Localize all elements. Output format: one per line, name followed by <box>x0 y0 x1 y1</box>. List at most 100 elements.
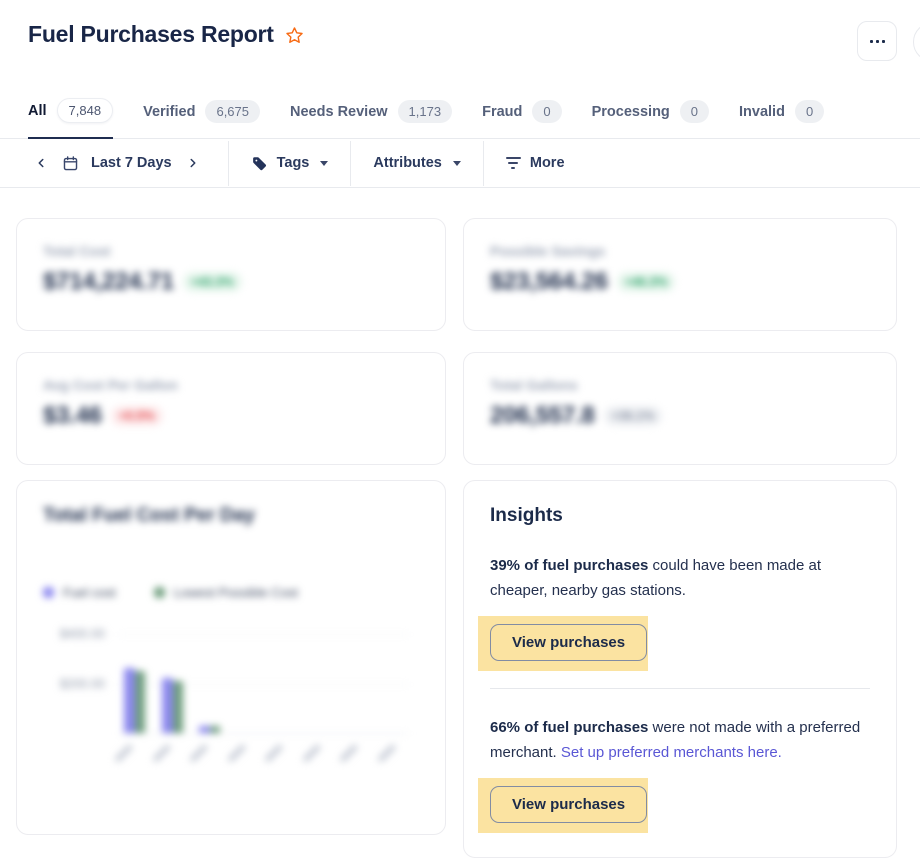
favorite-star-icon[interactable] <box>285 26 304 45</box>
tab-processing[interactable]: Processing 0 <box>591 98 710 139</box>
stat-label: Total Gallons <box>490 377 578 393</box>
stat-label: Avg Cost Per Gallon <box>43 377 178 393</box>
tab-label: All <box>28 102 47 119</box>
stat-label: Possible Savings <box>490 243 606 259</box>
tags-filter-label: Tags <box>276 155 310 171</box>
gridline <box>119 634 409 635</box>
y-axis-tick-label: $200.00 <box>59 677 105 691</box>
insight-text-cheaper-stations: 39% of fuel purchases could have been ma… <box>490 553 870 603</box>
tab-label: Needs Review <box>290 103 388 120</box>
stat-card-total-cost: Total Cost $714,224.71 +43.3% <box>16 218 446 331</box>
bar-group <box>161 678 183 733</box>
page-header: Fuel Purchases Report <box>0 0 920 61</box>
insight-lead: 66% of fuel purchases <box>490 719 649 736</box>
bottom-grid: Total Fuel Cost Per Day Fuel cost Lowest… <box>0 465 920 858</box>
insight-lead: 39% of fuel purchases <box>490 557 649 574</box>
bar-group <box>199 725 220 733</box>
chevron-down-icon <box>320 160 329 166</box>
date-next-button[interactable] <box>180 150 206 176</box>
x-axis-tick-label <box>376 743 397 764</box>
tab-count-badge: 0 <box>794 100 825 123</box>
attributes-filter-label: Attributes <box>373 155 442 171</box>
tab-count-badge: 6,675 <box>205 100 261 123</box>
stat-value: 206,557.8 <box>490 402 595 429</box>
chart-title: Total Fuel Cost Per Day <box>43 505 255 526</box>
tab-label: Verified <box>143 103 196 120</box>
insight-rest: were not made with a preferred merchant. <box>490 719 861 761</box>
tab-verified[interactable]: Verified 6,675 <box>143 98 261 139</box>
insights-title: Insights <box>490 505 563 526</box>
stat-trend-badge: +36.1% <box>603 406 663 426</box>
insights-card: Insights 39% of fuel purchases could hav… <box>463 480 897 858</box>
setup-preferred-merchants-link[interactable]: Set up preferred merchants here. <box>560 744 782 761</box>
x-axis-tick-label <box>338 743 359 764</box>
legend-dot-icon <box>153 587 165 598</box>
x-axis-tick-label <box>263 743 284 764</box>
gridline <box>119 684 409 685</box>
stat-trend-badge: +0.5% <box>110 406 163 426</box>
ellipsis-icon <box>869 39 873 43</box>
stat-value: $3.46 <box>43 402 102 429</box>
bar-lowest-possible-cost <box>210 726 220 733</box>
bar-lowest-possible-cost <box>172 680 183 733</box>
tab-count-badge: 7,848 <box>56 98 114 123</box>
divider <box>350 140 352 186</box>
x-axis-tick-label <box>113 743 134 764</box>
chart-plot: $400.00 $200.00 <box>60 627 409 764</box>
chart-legend: Fuel cost Lowest Possible Cost <box>43 585 419 600</box>
highlight-overlay: View purchases <box>478 778 648 833</box>
tab-invalid[interactable]: Invalid 0 <box>739 98 825 139</box>
y-axis-tick-label: $400.00 <box>59 627 105 641</box>
more-actions-button[interactable] <box>857 21 897 61</box>
divider <box>482 140 484 186</box>
stat-value: $23,564.26 <box>490 268 608 295</box>
more-filters-button[interactable]: More <box>505 155 565 171</box>
attributes-filter-dropdown[interactable]: Attributes <box>373 155 461 171</box>
stat-trend-badge: +43.3% <box>182 272 242 292</box>
x-axis-tick-label <box>226 743 247 764</box>
x-axis-baseline <box>119 733 409 734</box>
tab-count-badge: 0 <box>532 100 562 123</box>
tab-fraud[interactable]: Fraud 0 <box>482 98 562 139</box>
insight-text-preferred-merchant: 66% of fuel purchases were not made with… <box>490 715 870 765</box>
x-axis-tick-label <box>188 743 209 764</box>
fuel-cost-chart-card: Total Fuel Cost Per Day Fuel cost Lowest… <box>16 480 446 835</box>
date-prev-button[interactable] <box>28 150 54 176</box>
stat-trend-badge: +46.3% <box>616 272 676 292</box>
tab-label: Invalid <box>739 103 785 120</box>
legend-item-lowest-possible-cost: Lowest Possible Cost <box>153 585 299 600</box>
tab-all[interactable]: All 7,848 <box>28 98 114 139</box>
status-tabbar: All 7,848 Verified 6,675 Needs Review 1,… <box>0 98 920 139</box>
legend-label: Fuel cost <box>63 585 116 600</box>
tab-label: Processing <box>591 103 670 120</box>
highlight-overlay: View purchases <box>478 616 648 671</box>
x-axis-tick-label <box>301 743 322 764</box>
bar-fuel-cost <box>199 725 210 733</box>
view-purchases-button-2[interactable]: View purchases <box>490 786 648 823</box>
stat-value: $714,224.71 <box>43 268 174 295</box>
x-axis-tick-label <box>151 743 172 764</box>
stat-label: Total Cost <box>43 243 111 259</box>
legend-item-fuel-cost: Fuel cost <box>43 585 116 600</box>
tab-count-badge: 0 <box>679 100 710 123</box>
legend-label: Lowest Possible Cost <box>173 585 299 600</box>
bar-fuel-cost <box>124 668 135 733</box>
view-purchases-button-1[interactable]: View purchases <box>490 624 648 661</box>
tab-count-badge: 1,173 <box>397 100 453 123</box>
bar-fuel-cost <box>161 678 173 733</box>
filter-bar: Last 7 Days Tags Attributes More <box>0 139 920 188</box>
stat-card-avg-cost-per-gallon: Avg Cost Per Gallon $3.46 +0.5% <box>16 352 446 465</box>
divider <box>227 140 229 186</box>
date-range-selector[interactable]: Last 7 Days <box>91 155 172 171</box>
filter-funnel-icon <box>505 157 521 169</box>
tab-needs-review[interactable]: Needs Review 1,173 <box>290 98 453 139</box>
tags-filter-dropdown[interactable]: Tags <box>251 155 329 172</box>
insight-rest: could have been made at cheaper, nearby … <box>490 557 822 599</box>
tab-label: Fraud <box>482 103 523 120</box>
bar-lowest-possible-cost <box>135 670 145 733</box>
more-filters-label: More <box>529 155 565 171</box>
stat-card-possible-savings: Possible Savings $23,564.26 +46.3% <box>463 218 897 331</box>
stats-grid: Total Cost $714,224.71 +43.3% Possible S… <box>0 188 920 465</box>
tag-icon <box>251 155 268 172</box>
divider <box>490 688 870 689</box>
